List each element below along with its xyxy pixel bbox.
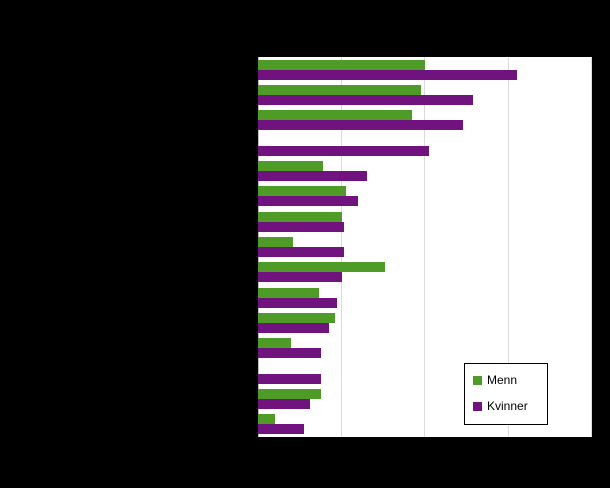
gridline bbox=[424, 57, 425, 437]
bar-kvinner bbox=[258, 70, 517, 80]
bar-menn bbox=[258, 288, 319, 298]
bar-menn bbox=[258, 60, 425, 70]
bar-kvinner bbox=[258, 171, 367, 181]
bar-kvinner bbox=[258, 399, 310, 409]
kvinner-swatch-icon bbox=[473, 401, 482, 411]
bar-kvinner bbox=[258, 323, 329, 333]
bar-menn bbox=[258, 110, 412, 120]
legend-item-menn: Menn bbox=[473, 374, 539, 386]
bar-menn bbox=[258, 237, 293, 247]
bar-kvinner bbox=[258, 120, 463, 130]
gridline bbox=[591, 57, 592, 437]
bar-menn bbox=[258, 313, 335, 323]
bar-kvinner bbox=[258, 374, 321, 384]
legend: Menn Kvinner bbox=[464, 363, 548, 425]
bar-kvinner bbox=[258, 272, 342, 282]
plot-area: Menn Kvinner bbox=[258, 57, 592, 437]
bar-menn bbox=[258, 262, 385, 272]
gridline bbox=[507, 57, 509, 437]
bar-kvinner bbox=[258, 146, 429, 156]
legend-item-kvinner: Kvinner bbox=[473, 400, 539, 412]
bar-menn bbox=[258, 212, 342, 222]
bar-kvinner bbox=[258, 222, 344, 232]
bar-menn bbox=[258, 85, 421, 95]
legend-label-menn: Menn bbox=[487, 373, 518, 387]
bar-menn bbox=[258, 186, 346, 196]
bar-kvinner bbox=[258, 348, 321, 358]
bar-menn bbox=[258, 414, 275, 424]
bar-kvinner bbox=[258, 95, 473, 105]
menn-swatch-icon bbox=[473, 375, 482, 385]
legend-label-kvinner: Kvinner bbox=[487, 399, 528, 413]
bar-kvinner bbox=[258, 298, 337, 308]
bar-menn bbox=[258, 338, 291, 348]
bar-menn bbox=[258, 389, 321, 399]
bar-kvinner bbox=[258, 196, 358, 206]
bar-kvinner bbox=[258, 424, 304, 434]
bar-menn bbox=[258, 161, 323, 171]
bar-kvinner bbox=[258, 247, 344, 257]
